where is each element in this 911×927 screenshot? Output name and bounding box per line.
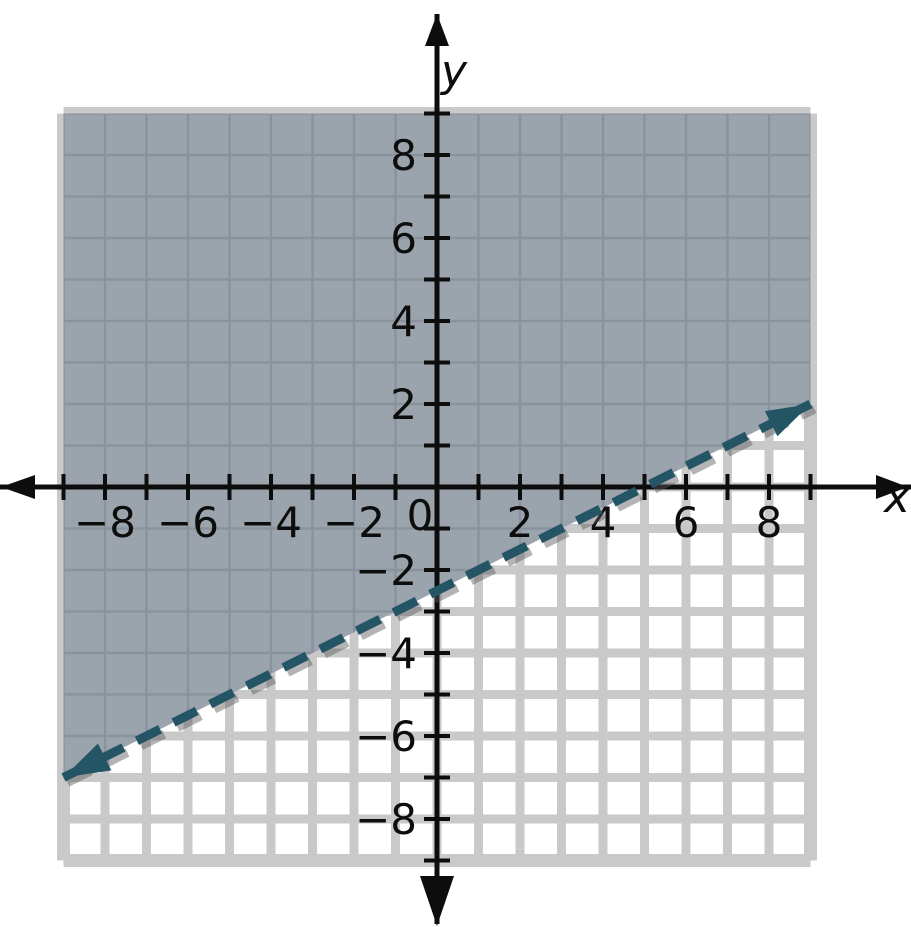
x-axis-left-arrow [1, 475, 35, 499]
axes [0, 14, 911, 926]
x-tick-label: −4 [240, 498, 302, 547]
boundary-arrow-upper-right [764, 404, 811, 437]
boundary-line [61, 399, 817, 787]
x-axis-right-arrow [876, 475, 908, 499]
y-axis-bottom-arrow [420, 876, 454, 926]
tick-labels: −8 −6 −4 −2 0 2 4 6 8 8 6 4 2 −2 −4 −6 −8 [74, 131, 782, 844]
x-tick-label: 6 [673, 498, 700, 547]
x-tick-label: 8 [756, 498, 783, 547]
axis-letters: x y [439, 46, 911, 523]
boundary-arrow-lower-left [63, 743, 112, 778]
x-tick-label: −6 [157, 498, 219, 547]
y-tick-label: 6 [390, 214, 417, 263]
y-tick-label: 8 [390, 131, 417, 180]
x-tick-label: 2 [507, 498, 534, 547]
x-tick-label: −2 [323, 498, 385, 547]
origin-label: 0 [407, 491, 434, 540]
y-tick-label: 2 [390, 380, 417, 429]
x-axis-letter: x [882, 472, 911, 523]
y-tick-label: −8 [355, 795, 417, 844]
boundary-dash-shadow [65, 404, 817, 787]
boundary-dashed-line [61, 399, 813, 782]
y-axis-letter: y [439, 46, 468, 97]
x-tick-label: −8 [74, 498, 136, 547]
x-tick-label: 4 [590, 498, 617, 547]
y-tick-label: −2 [355, 546, 417, 595]
y-tick-label: 4 [390, 297, 417, 346]
y-axis-top-arrow [425, 14, 449, 46]
y-tick-label: −4 [355, 629, 417, 678]
y-tick-label: −6 [355, 712, 417, 761]
